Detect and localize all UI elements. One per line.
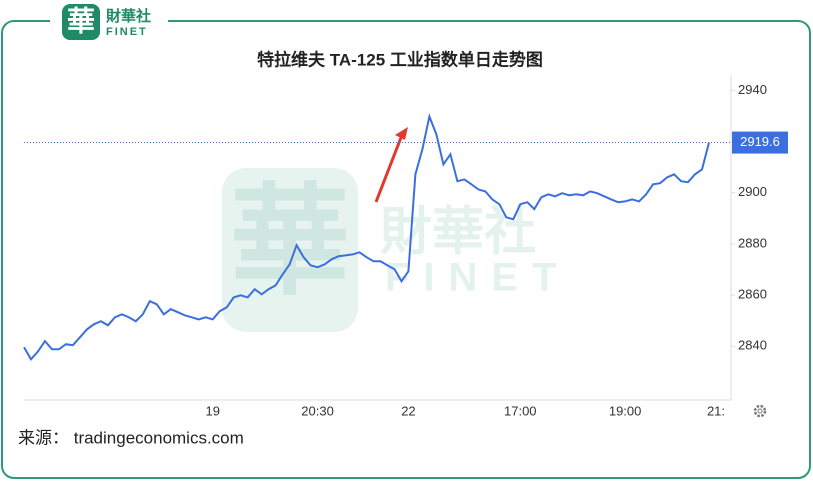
source: 来源： tradingeconomics.com <box>18 428 244 447</box>
logo-name: 財華社 <box>105 7 151 25</box>
x-tick-label: 21: <box>707 403 725 418</box>
x-tick-label: 19:00 <box>609 403 642 418</box>
settings-icon[interactable] <box>753 404 767 418</box>
last-value-badge <box>732 131 788 154</box>
chart-title: 特拉维夫 TA-125 工业指数单日走势图 <box>257 49 543 69</box>
annotation-arrowhead <box>395 127 408 140</box>
logo-en: FINET <box>106 26 148 38</box>
y-tick-label: 2880 <box>738 235 767 250</box>
logo-badge <box>62 4 100 40</box>
x-tick-label: 20:30 <box>301 403 334 418</box>
x-tick-label: 17:00 <box>504 403 537 418</box>
watermark-en: FINET <box>385 256 571 300</box>
y-tick-label: 2900 <box>738 184 767 199</box>
annotation-arrow <box>374 134 404 203</box>
watermark-name: 財華社 <box>380 204 536 262</box>
x-tick-label: 22 <box>401 403 415 418</box>
x-tick-label: 19 <box>205 403 219 418</box>
line-series <box>23 113 710 361</box>
watermark-mark: 華 <box>230 171 350 312</box>
frame <box>1 20 811 479</box>
y-tick-label: 2940 <box>738 82 767 97</box>
y-tick-label: 2860 <box>738 287 767 302</box>
last-value-label: 2919.6 <box>740 134 780 149</box>
logo-mark: 華 <box>67 5 95 38</box>
y-tick-label: 2840 <box>738 338 767 353</box>
